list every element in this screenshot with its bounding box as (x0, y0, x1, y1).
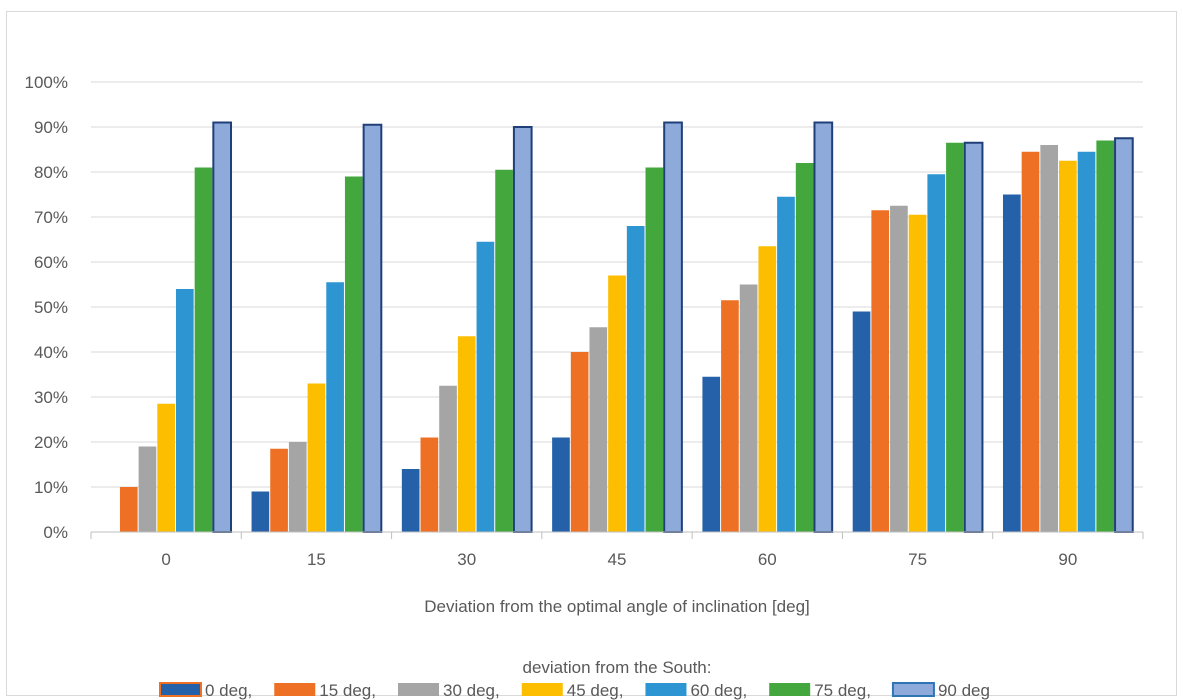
x-tick-label: 90 (1058, 550, 1077, 569)
bar (946, 142, 964, 532)
bar (626, 226, 645, 532)
bar (871, 210, 890, 532)
x-tick-label: 60 (758, 550, 777, 569)
bar (362, 123, 383, 533)
legend-label: 30 deg, (443, 681, 500, 700)
bar (1096, 140, 1115, 532)
legend-label: 60 deg, (690, 681, 747, 700)
bar (908, 214, 927, 532)
legend-swatch (521, 683, 563, 696)
legend-item: 30 deg, (398, 681, 500, 700)
legend-swatch (769, 683, 811, 696)
bar (1002, 194, 1021, 532)
bar (608, 275, 626, 532)
legend-label: 90 deg (938, 681, 990, 700)
y-tick-label: 80% (34, 163, 68, 182)
bar (777, 196, 795, 532)
legend-swatch (274, 683, 316, 696)
bar (212, 121, 233, 533)
y-tick-label: 30% (34, 388, 68, 407)
bar (288, 442, 307, 532)
x-axis-ticks: 0 15 30 45 60 75 90 (161, 550, 1077, 569)
legend: 0 deg, 15 deg, 30 deg, 45 deg, 60 deg, 75 deg… (159, 681, 990, 700)
legend-item: 60 deg, (645, 681, 747, 700)
bar (645, 167, 664, 532)
x-axis-title: Deviation from the optimal angle of incl… (424, 597, 810, 616)
legend-swatch (159, 682, 202, 697)
bar (721, 300, 739, 532)
x-tick-label: 75 (908, 550, 927, 569)
bar (1021, 151, 1040, 532)
bar (251, 491, 270, 532)
legend-item: 15 deg, (274, 681, 376, 700)
legend-swatch (645, 683, 687, 696)
y-tick-label: 90% (34, 118, 68, 137)
bar (1059, 160, 1077, 532)
x-tick-label: 30 (457, 550, 476, 569)
y-axis-ticks: 0% 10% 20% 30% 40% 50% 60% 70% 80% 90% 100% (25, 73, 68, 542)
bar (457, 336, 476, 532)
x-tick-label: 0 (161, 550, 170, 569)
bar (927, 174, 946, 532)
bar (344, 176, 363, 532)
bar (813, 121, 834, 533)
legend-label: 15 deg, (319, 681, 376, 700)
bar (326, 282, 344, 532)
legend-label: 45 deg, (567, 681, 624, 700)
legend-label: 0 deg, (205, 681, 252, 700)
bar (1114, 137, 1134, 533)
legend-item: 75 deg, (769, 681, 871, 700)
bar (739, 284, 758, 532)
x-tick-label: 15 (307, 550, 326, 569)
bar (439, 385, 457, 532)
bar (589, 327, 608, 532)
bar (795, 163, 814, 532)
legend-swatch (398, 683, 439, 696)
bar (963, 141, 984, 533)
x-axis (90, 531, 1144, 539)
bar (138, 446, 157, 532)
bar (890, 205, 908, 532)
y-tick-label: 70% (34, 208, 68, 227)
y-tick-label: 100% (25, 73, 68, 92)
bar (702, 376, 721, 532)
bar (1077, 151, 1096, 532)
bar (570, 352, 589, 532)
legend-label: 75 deg, (814, 681, 871, 700)
legend-item: 45 deg, (521, 681, 624, 700)
bar (663, 121, 683, 533)
bar (307, 383, 326, 532)
bar (270, 448, 288, 532)
bar (401, 469, 420, 532)
bar (512, 126, 533, 533)
bar (420, 437, 439, 532)
bar (476, 241, 495, 532)
bar (157, 403, 175, 532)
bar (758, 246, 777, 532)
bar (1040, 145, 1059, 532)
legend-swatch (891, 682, 935, 697)
x-tick-label: 45 (608, 550, 627, 569)
bar (119, 487, 138, 532)
legend-title: deviation from the South: (522, 658, 711, 677)
legend-item: 0 deg, (159, 681, 252, 700)
bar (194, 167, 213, 532)
y-tick-label: 60% (34, 253, 68, 272)
y-tick-label: 20% (34, 433, 68, 452)
legend-item: 90 deg (891, 681, 990, 700)
y-tick-label: 50% (34, 298, 68, 317)
y-tick-label: 40% (34, 343, 68, 362)
y-tick-label: 0% (43, 523, 68, 542)
bar (552, 437, 570, 532)
bar (495, 169, 513, 532)
bars (119, 121, 1134, 533)
bar (175, 289, 194, 532)
y-tick-label: 10% (34, 478, 68, 497)
bar (852, 311, 871, 532)
